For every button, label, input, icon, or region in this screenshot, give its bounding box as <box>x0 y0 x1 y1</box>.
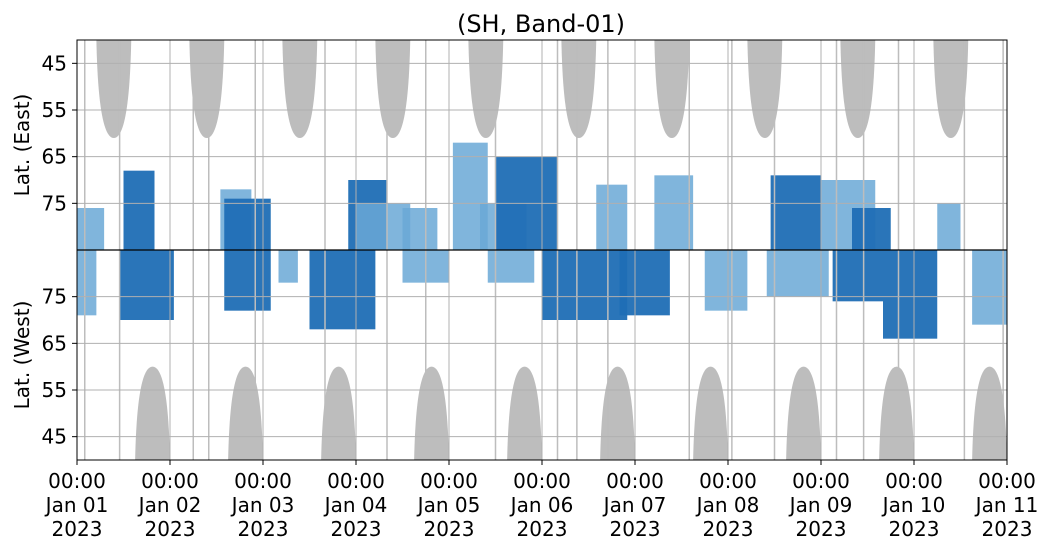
no-coverage-region-west <box>693 366 728 460</box>
x-tick-label: Jan 01 <box>44 493 109 517</box>
y-tick-label-east: 45 <box>42 51 67 75</box>
y-axis-label-east: Lat. (East) <box>10 94 34 197</box>
activity-patch-strong <box>542 250 628 320</box>
x-tick-label: 2023 <box>517 517 568 541</box>
x-tick-label: 2023 <box>982 517 1033 541</box>
activity-patch-strong <box>309 250 376 330</box>
no-coverage-region-east <box>282 40 318 138</box>
no-coverage-region-east <box>933 40 969 138</box>
x-tick-label: 2023 <box>889 517 940 541</box>
x-tick-label: 00:00 <box>48 469 106 493</box>
plot-frame <box>76 39 1008 461</box>
no-coverage-region-east <box>468 40 504 138</box>
x-tick-label: 2023 <box>145 517 196 541</box>
x-tick-label: 00:00 <box>234 469 292 493</box>
no-coverage-region-east <box>189 40 225 138</box>
activity-patch-weak <box>704 250 748 311</box>
x-tick-label: Jan 07 <box>602 493 667 517</box>
activity-patch-strong <box>832 250 883 302</box>
x-tick-label: 00:00 <box>978 469 1036 493</box>
x-tick-label: 2023 <box>238 517 289 541</box>
no-coverage-region-west <box>321 366 356 460</box>
chart-title: (SH, Band-01) <box>457 10 625 38</box>
x-tick-label: Jan 02 <box>137 493 202 517</box>
y-tick-label-east: 65 <box>42 145 67 169</box>
x-tick-label: 00:00 <box>513 469 571 493</box>
x-tick-label: 2023 <box>424 517 475 541</box>
activity-patch-strong <box>119 250 174 320</box>
activity-patch-weak <box>596 184 628 250</box>
activity-patch-strong <box>224 198 271 250</box>
x-tick-label: Jan 04 <box>323 493 388 517</box>
activity-patch-weak <box>402 208 438 250</box>
y-tick-label-west: 55 <box>42 378 67 402</box>
y-axis-label-west: Lat. (West) <box>10 301 34 410</box>
no-coverage-region-west <box>786 366 821 460</box>
x-tick-label: 00:00 <box>699 469 757 493</box>
activity-layer <box>77 142 1007 339</box>
activity-patch-strong <box>883 250 938 339</box>
y-tick-label-west: 65 <box>42 331 67 355</box>
no-coverage-region-west <box>879 366 914 460</box>
x-tick-label: Jan 10 <box>881 493 946 517</box>
y-tick-label-east: 75 <box>42 191 67 215</box>
x-tick-label: 00:00 <box>885 469 943 493</box>
activity-patch-strong <box>770 175 821 250</box>
activity-patch-weak <box>77 250 97 316</box>
no-coverage-region-east <box>654 40 690 138</box>
x-tick-label: 2023 <box>610 517 661 541</box>
activity-patch-strong <box>852 208 891 250</box>
x-tick-label: 2023 <box>703 517 754 541</box>
x-tick-label: 00:00 <box>141 469 199 493</box>
activity-patch-weak <box>278 250 298 283</box>
x-tick-label: 2023 <box>796 517 847 541</box>
activity-patch-weak <box>487 250 535 283</box>
no-coverage-region-east <box>96 40 132 138</box>
no-coverage-region-west <box>228 366 263 460</box>
activity-patch-strong <box>224 250 271 311</box>
no-coverage-region-east <box>375 40 411 138</box>
activity-patch-weak <box>766 250 829 297</box>
no-coverage-region-east <box>840 40 876 138</box>
no-coverage-region-west <box>600 366 635 460</box>
no-coverage-region-east <box>561 40 597 138</box>
x-tick-label: Jan 08 <box>695 493 760 517</box>
y-tick-label-west: 75 <box>42 285 67 309</box>
no-coverage-region-west <box>507 366 542 460</box>
x-tick-label: 2023 <box>331 517 382 541</box>
no-coverage-region-west <box>972 366 1007 460</box>
x-tick-label: 00:00 <box>792 469 850 493</box>
y-tick-label-east: 55 <box>42 98 67 122</box>
no-coverage-region-west <box>135 366 170 460</box>
x-tick-label: 2023 <box>52 517 103 541</box>
x-tick-label: 00:00 <box>327 469 385 493</box>
activity-patch-weak <box>937 203 961 250</box>
activity-patch-strong <box>123 170 155 250</box>
activity-patch-weak <box>972 250 1007 325</box>
x-tick-label: Jan 11 <box>974 493 1039 517</box>
x-tick-label: Jan 03 <box>230 493 295 517</box>
no-coverage-region-east <box>747 40 783 138</box>
activity-patch-weak <box>654 175 694 250</box>
activity-patch-weak <box>356 203 411 250</box>
x-tick-label: Jan 06 <box>509 493 574 517</box>
y-tick-label-west: 45 <box>42 425 67 449</box>
activity-patch-strong <box>619 250 670 316</box>
x-tick-label: 00:00 <box>420 469 478 493</box>
activity-patch-weak <box>77 208 105 250</box>
x-tick-label: Jan 09 <box>788 493 853 517</box>
no-coverage-region-west <box>414 366 449 460</box>
x-tick-label: Jan 05 <box>416 493 481 517</box>
x-tick-label: 00:00 <box>606 469 664 493</box>
